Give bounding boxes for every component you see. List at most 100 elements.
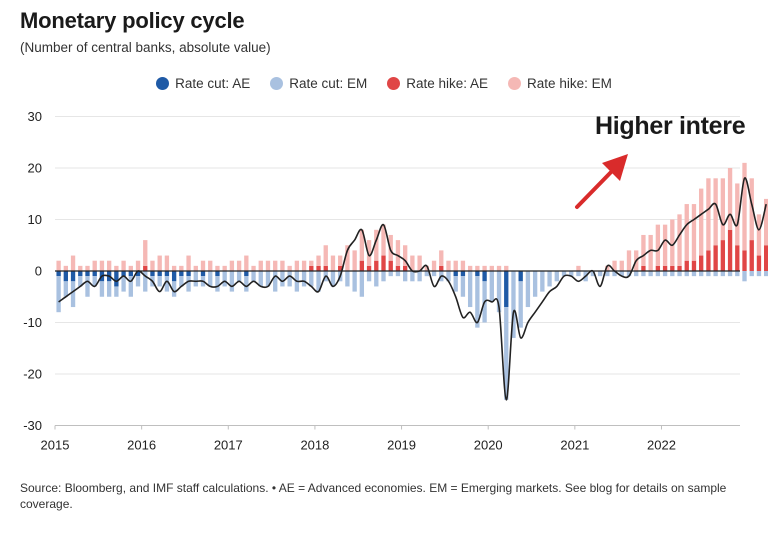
bar-rate-cut-em — [236, 271, 242, 282]
bar-rate-hike-em — [114, 265, 119, 271]
annotation-arrow — [575, 154, 628, 209]
legend: Rate cut: AE Rate cut: EM Rate hike: AE … — [0, 76, 768, 91]
bar-rate-hike-em — [244, 255, 249, 271]
bar-rate-hike-ae — [338, 265, 343, 271]
bar-rate-hike-ae — [720, 240, 726, 271]
legend-swatch-rate-cut-ae — [156, 77, 170, 90]
y-tick-label: -30 — [23, 418, 42, 433]
legend-item-rate-hike-em: Rate hike: EM — [508, 76, 612, 91]
bar-rate-hike-ae — [749, 240, 754, 271]
legend-item-rate-cut-ae: Rate cut: AE — [156, 76, 250, 91]
bar-rate-cut-em — [121, 276, 126, 292]
annotation-arrow-shaft — [575, 165, 618, 209]
bar-rate-cut-ae — [63, 271, 68, 282]
bar-rate-cut-em — [164, 276, 170, 292]
bar-rate-cut-ae — [121, 271, 126, 277]
bar-rate-hike-em — [381, 224, 386, 256]
bar-rate-hike-em — [699, 188, 704, 256]
bar-rate-cut-em — [424, 271, 429, 277]
bar-rate-hike-em — [641, 234, 646, 266]
x-tick-label: 2022 — [647, 438, 676, 453]
bar-rate-hike-em — [287, 265, 292, 271]
bar-rate-hike-em — [215, 265, 220, 271]
bar-rate-hike-ae — [323, 265, 328, 271]
bar-rate-hike-em — [330, 255, 336, 271]
bar-rate-hike-em — [446, 260, 451, 271]
bar-rate-hike-ae — [764, 245, 768, 271]
bar-rate-cut-em — [193, 271, 198, 287]
bar-rate-cut-em — [345, 271, 350, 287]
bar-rate-cut-em — [590, 271, 596, 277]
bar-rate-cut-em — [128, 276, 133, 297]
bar-rate-cut-em — [554, 271, 559, 282]
bar-rate-cut-ae — [171, 271, 177, 282]
y-tick-label: 10 — [28, 212, 42, 227]
bar-rate-cut-em — [460, 276, 466, 297]
bar-rate-cut-em — [186, 276, 191, 292]
legend-item-rate-cut-em: Rate cut: EM — [270, 76, 367, 91]
bar-rate-cut-em — [764, 271, 768, 277]
bar-rate-cut-em — [735, 271, 740, 277]
bar-rate-hike-em — [431, 260, 437, 271]
bar-rate-cut-ae — [504, 271, 509, 308]
bar-rate-hike-ae — [662, 265, 668, 271]
bar-rate-hike-ae — [374, 260, 379, 271]
bar-rate-cut-ae — [200, 271, 206, 277]
x-tick-label: 2015 — [41, 438, 70, 453]
bar-rate-hike-em — [294, 260, 300, 271]
x-tick-label: 2019 — [387, 438, 416, 453]
bar-rate-cut-ae — [186, 271, 191, 277]
bar-rate-hike-em — [345, 245, 350, 271]
bar-rate-hike-em — [727, 168, 733, 230]
bar-rate-cut-em — [179, 276, 184, 287]
bar-rate-hike-em — [179, 265, 184, 271]
bar-rate-cut-em — [143, 271, 148, 292]
x-tick-label: 2017 — [214, 438, 243, 453]
bar-rate-hike-em — [128, 265, 133, 271]
bar-rate-cut-em — [742, 271, 747, 282]
bar-rate-cut-em — [330, 271, 336, 287]
bar-rate-hike-em — [626, 250, 632, 271]
bar-rate-hike-em — [157, 255, 162, 271]
bar-rate-cut-em — [540, 271, 545, 292]
bar-rate-cut-em — [446, 271, 451, 282]
bar-rate-cut-ae — [164, 271, 170, 277]
bar-rate-hike-em — [576, 265, 581, 271]
bar-rate-cut-em — [699, 271, 704, 277]
bar-rate-hike-em — [338, 255, 343, 266]
bar-rate-hike-em — [164, 255, 170, 271]
y-tick-label: -20 — [23, 367, 42, 382]
bar-rate-hike-ae — [677, 265, 682, 271]
bar-rate-hike-em — [677, 214, 682, 266]
bar-rate-cut-ae — [70, 271, 76, 282]
bar-rate-hike-em — [301, 260, 307, 271]
bar-rate-cut-em — [619, 271, 624, 277]
bar-rate-cut-em — [597, 271, 603, 277]
bar-rate-cut-em — [496, 271, 502, 313]
bar-rate-hike-em — [200, 260, 206, 271]
legend-swatch-rate-cut-em — [270, 77, 284, 90]
bar-rate-cut-em — [273, 271, 278, 292]
bar-rate-cut-ae — [56, 271, 61, 277]
bar-rate-cut-em — [431, 271, 437, 277]
bar-rate-hike-em — [323, 245, 328, 266]
bar-rate-cut-em — [518, 281, 523, 328]
bar-rate-cut-em — [63, 281, 68, 297]
bar-rate-hike-em — [143, 240, 148, 266]
bar-rate-cut-em — [157, 276, 162, 287]
bar-rate-hike-em — [63, 265, 68, 271]
bar-rate-hike-em — [706, 178, 711, 251]
bar-rate-hike-em — [106, 260, 112, 271]
bar-rate-hike-em — [92, 260, 97, 271]
chart-gridlines — [54, 116, 740, 430]
bar-rate-cut-em — [655, 271, 661, 277]
bar-rate-hike-em — [749, 178, 754, 241]
bar-rate-cut-em — [251, 271, 256, 282]
source-note: Source: Bloomberg, and IMF staff calcula… — [20, 481, 727, 511]
bar-rate-hike-em — [482, 265, 487, 271]
bar-rate-hike-em — [735, 183, 740, 246]
bar-rate-hike-em — [467, 265, 473, 271]
bar-rate-cut-em — [229, 271, 235, 292]
bar-rate-cut-em — [106, 281, 112, 297]
